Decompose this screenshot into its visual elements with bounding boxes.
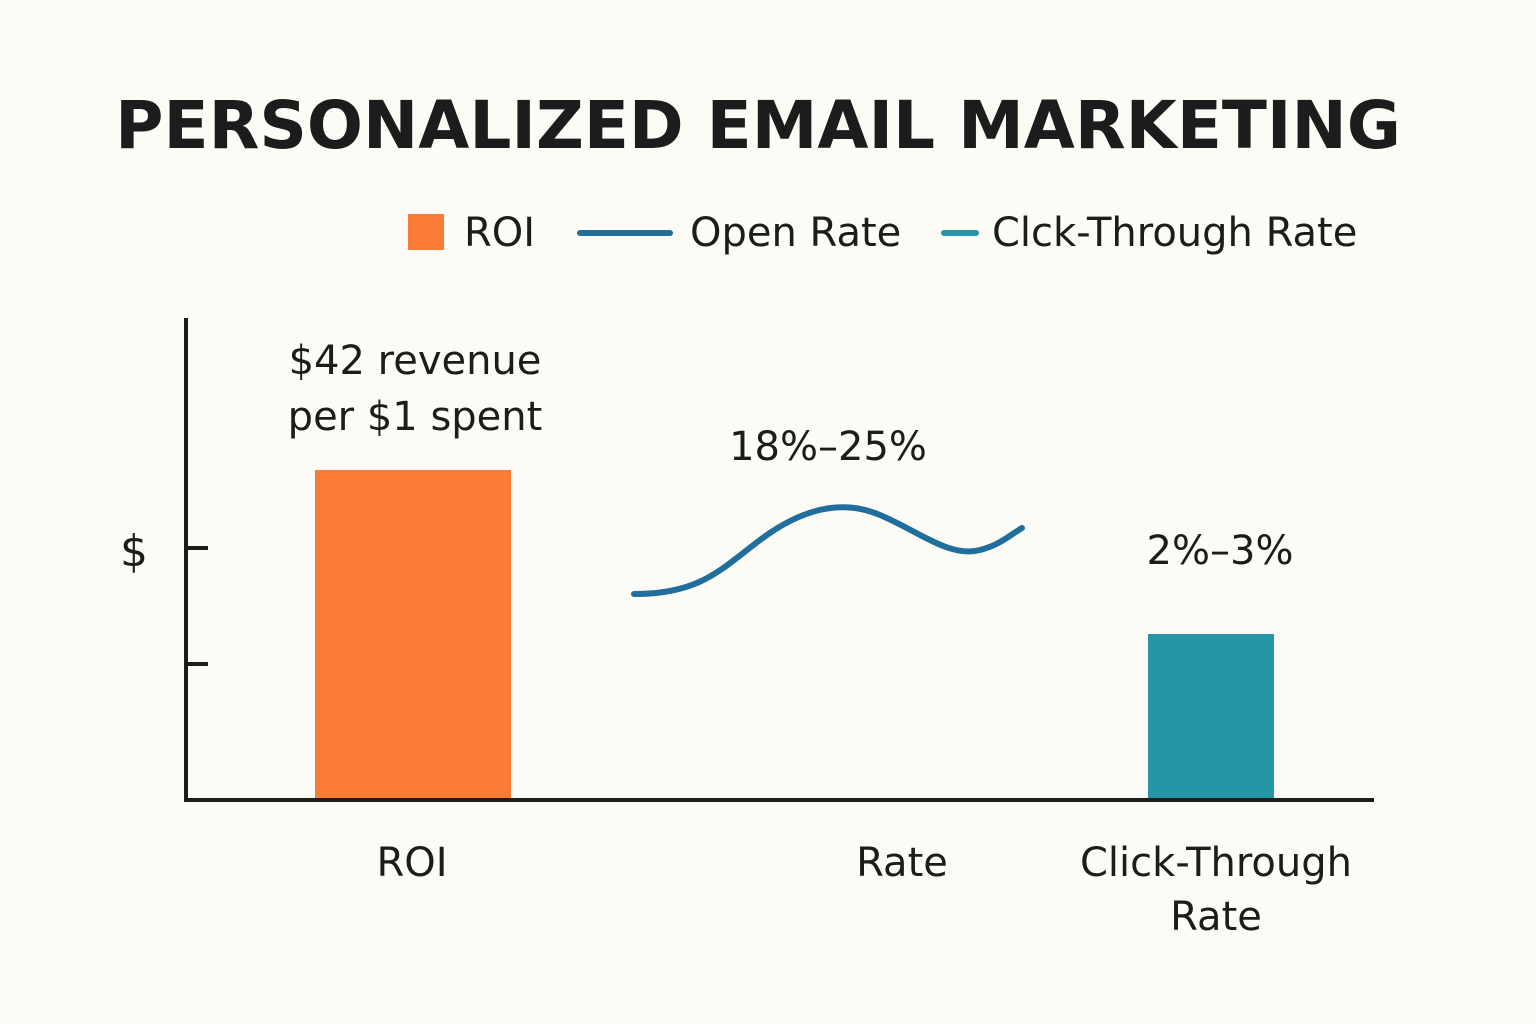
bar-roi [315,470,511,798]
legend-item-0: ROI [408,210,535,256]
data-label-open-rate: 18%–25% [729,424,927,470]
category-label-0-0: ROI [376,840,447,886]
legend-label-2: Clck-Through Rate [992,210,1357,256]
data-label-roi-1: per $1 spent [288,394,543,440]
data-label-click-through-rate: 2%–3% [1147,528,1294,574]
category-label-2-0: Click-Through [1080,840,1352,886]
legend: ROI Open Rate Clck-Through Rate [408,210,1357,256]
legend-item-1: Open Rate [577,210,901,256]
bar-click-through-rate [1148,634,1274,798]
category-labels: ROI Rate Click-Through Rate [376,840,1352,940]
chart-title: PERSONALIZED EMAIL MARKETING [115,87,1401,164]
line-open-rate [631,504,1025,597]
legend-item-2: Clck-Through Rate [941,210,1357,256]
category-label-1-0: Rate [856,840,948,886]
legend-swatch-0 [408,214,444,250]
plot-marks: $42 revenue per $1 spent 18%–25% 2%–3% [288,338,1294,798]
category-label-2-1: Rate [1170,894,1262,940]
data-label-roi-0: $42 revenue [289,338,542,384]
legend-label-1: Open Rate [690,210,901,256]
legend-label-0: ROI [464,210,535,256]
axes: $ [120,318,1374,802]
y-axis-label: $ [120,526,148,577]
